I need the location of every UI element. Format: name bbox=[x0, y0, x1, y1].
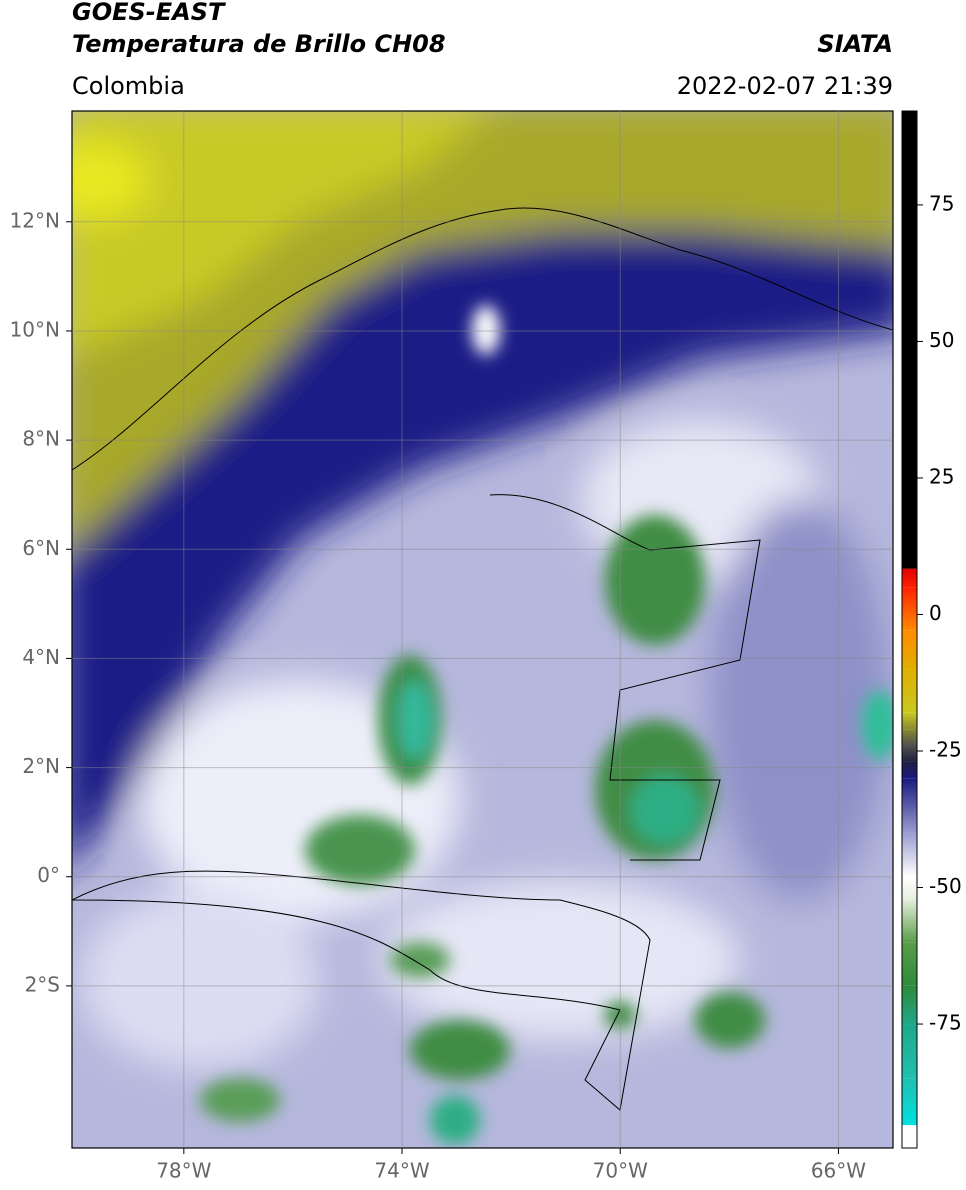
y-tick-label: 2°N bbox=[22, 754, 60, 778]
colorbar-segment bbox=[902, 985, 917, 1025]
colorbar-tick-label: -75 bbox=[929, 1011, 962, 1035]
colorbar-segment bbox=[902, 898, 917, 943]
colorbar-tick-label: -25 bbox=[929, 738, 962, 762]
colorbar-tick-label: 50 bbox=[929, 328, 954, 352]
colorbar-segment bbox=[902, 729, 917, 746]
x-tick-label: 78°W bbox=[156, 1159, 211, 1183]
colorbar-tick-label: 75 bbox=[929, 191, 954, 215]
datetime: 2022-02-07 21:39 bbox=[677, 72, 893, 100]
title-line2: Temperatura de Brillo CH08 bbox=[72, 30, 446, 58]
map-frame bbox=[71, 110, 894, 1149]
colorbar-segment bbox=[902, 669, 917, 713]
satellite-image bbox=[72, 111, 893, 1148]
colorbar-segment bbox=[902, 778, 917, 833]
colorbar-tick-label: 25 bbox=[929, 464, 954, 488]
colorbar-segment bbox=[902, 1024, 917, 1079]
colorbar-tick-label: -50 bbox=[929, 874, 962, 898]
colorbar-segment bbox=[902, 942, 917, 986]
y-tick-label: 2°S bbox=[25, 972, 60, 996]
y-tick-label: 0° bbox=[37, 863, 60, 887]
region: Colombia bbox=[72, 72, 185, 100]
x-tick-label: 74°W bbox=[374, 1159, 429, 1183]
y-tick-label: 10°N bbox=[10, 317, 60, 341]
colorbar-segment bbox=[902, 111, 917, 569]
colorbar-segment bbox=[902, 876, 917, 899]
source: SIATA bbox=[817, 30, 893, 58]
y-tick-label: 4°N bbox=[22, 645, 60, 669]
colorbar-segment bbox=[902, 630, 917, 670]
title-line1: GOES-EAST bbox=[72, 0, 226, 26]
x-tick-label: 70°W bbox=[593, 1159, 648, 1183]
colorbar-segment bbox=[902, 568, 917, 588]
y-tick-label: 8°N bbox=[22, 427, 60, 451]
x-tick-label: 66°W bbox=[811, 1159, 866, 1183]
y-tick-label: 12°N bbox=[10, 208, 60, 232]
colorbar-frame bbox=[901, 110, 918, 1149]
colorbar-segment bbox=[902, 745, 917, 762]
colorbar-segment bbox=[902, 1125, 917, 1148]
colorbar-segment bbox=[902, 1078, 917, 1126]
colorbar-segment bbox=[902, 587, 917, 631]
colorbar-segment bbox=[902, 761, 917, 779]
y-tick-label: 6°N bbox=[22, 536, 60, 560]
colorbar-segment bbox=[902, 712, 917, 730]
colorbar-tick-label: 0 bbox=[929, 601, 942, 625]
colorbar-segment bbox=[902, 832, 917, 877]
